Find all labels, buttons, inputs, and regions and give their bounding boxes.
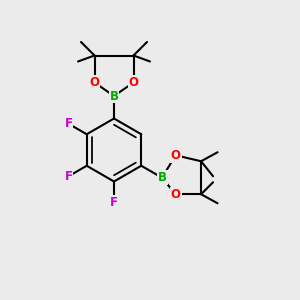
Text: F: F [110, 196, 118, 209]
Text: F: F [64, 117, 73, 130]
Text: O: O [89, 76, 100, 89]
Text: F: F [64, 170, 73, 183]
Text: O: O [171, 188, 181, 201]
Text: O: O [128, 76, 139, 89]
Text: O: O [171, 149, 181, 162]
Text: B: B [158, 171, 166, 184]
Text: B: B [110, 89, 118, 103]
